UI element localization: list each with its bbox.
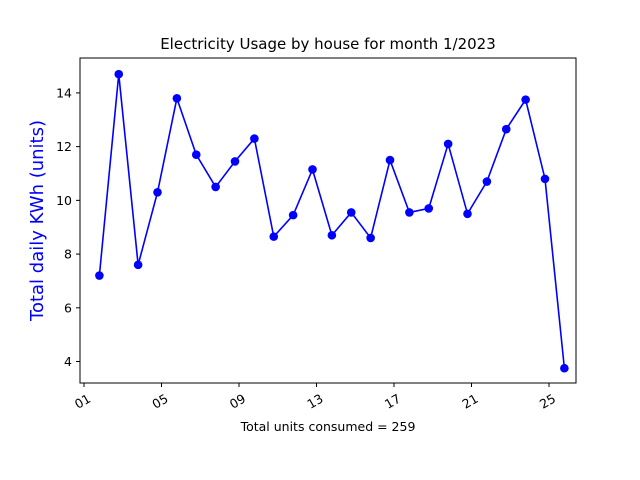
data-point-day-2 <box>95 271 104 280</box>
chart-title: Electricity Usage by house for month 1/2… <box>160 35 496 53</box>
x-axis: 01 05 09 13 17 21 25 <box>72 383 558 412</box>
y-axis-label: Total daily KWh (units) <box>27 120 48 322</box>
data-point-day-8 <box>211 182 220 192</box>
data-point-day-20 <box>443 139 453 149</box>
data-point-day-19 <box>424 204 434 213</box>
y-axis: 4 6 8 10 12 14 <box>56 85 80 369</box>
x-tick-label-17: 17 <box>382 391 403 412</box>
y-tick-label-12: 12 <box>56 139 72 154</box>
x-tick-label-21: 21 <box>459 391 480 412</box>
data-point-day-22 <box>482 177 492 186</box>
data-point-day-17 <box>385 155 395 165</box>
data-point-day-10 <box>250 134 259 143</box>
data-point-day-9 <box>230 157 240 166</box>
y-tick-label-6: 6 <box>64 300 72 315</box>
data-point-day-16 <box>366 233 375 243</box>
data-point-day-25 <box>540 174 550 184</box>
data-point-day-18 <box>405 208 414 217</box>
x-tick-label-13: 13 <box>304 391 325 412</box>
y-tick-label-8: 8 <box>64 247 72 262</box>
data-point-day-11 <box>269 232 279 241</box>
data-points <box>95 69 569 373</box>
data-point-day-3 <box>114 69 124 79</box>
data-point-day-13 <box>308 165 317 174</box>
data-point-day-14 <box>327 230 337 240</box>
x-tick-label-01: 01 <box>72 391 93 412</box>
x-tick-label-25: 25 <box>537 391 558 412</box>
data-point-day-15 <box>346 208 356 217</box>
data-point-day-12 <box>288 210 298 220</box>
y-tick-label-10: 10 <box>56 193 72 208</box>
data-point-day-5 <box>153 188 162 197</box>
data-point-day-21 <box>463 209 472 219</box>
data-point-day-6 <box>172 93 182 103</box>
plot-area: 4 6 8 10 12 14 01 05 09 13 17 21 25 <box>56 57 577 412</box>
data-point-day-23 <box>501 124 511 134</box>
data-point-day-7 <box>191 150 201 159</box>
data-point-day-26 <box>560 363 569 373</box>
data-point-day-24 <box>521 95 530 104</box>
y-tick-label-14: 14 <box>56 85 72 100</box>
x-tick-label-05: 05 <box>149 391 170 412</box>
y-tick-label-4: 4 <box>64 354 72 369</box>
x-tick-label-09: 09 <box>227 391 248 412</box>
x-axis-label: Total units consumed = 259 <box>240 419 416 434</box>
data-point-day-4 <box>133 260 143 270</box>
